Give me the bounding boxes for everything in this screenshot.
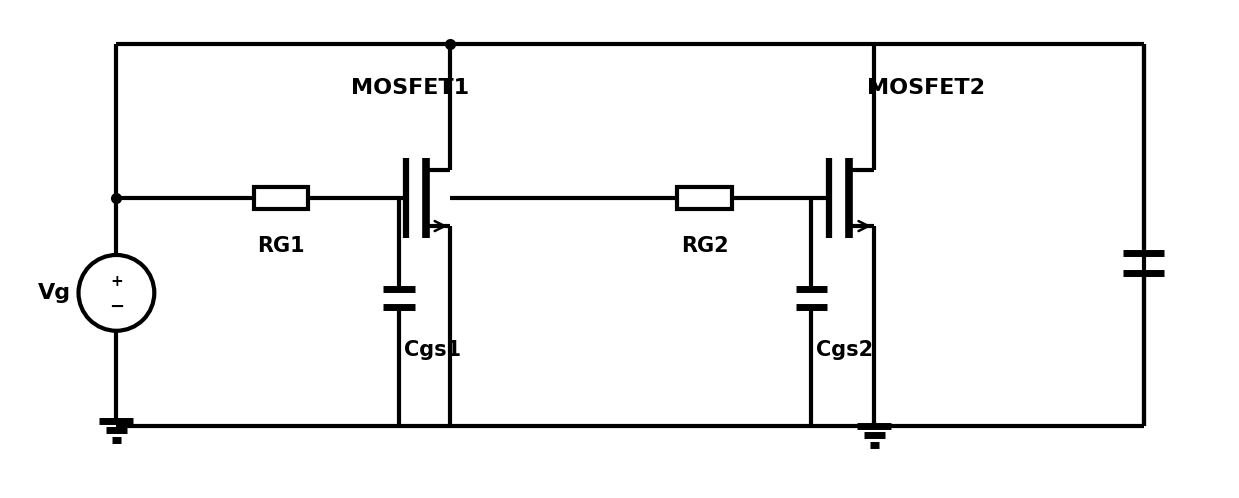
Bar bbox=[254, 187, 309, 209]
Text: Cgs2: Cgs2 bbox=[817, 340, 873, 360]
Text: Vg: Vg bbox=[38, 283, 71, 303]
Text: RG1: RG1 bbox=[258, 236, 305, 256]
Text: Cgs1: Cgs1 bbox=[404, 340, 461, 360]
Circle shape bbox=[78, 255, 155, 331]
Text: MOSFET1: MOSFET1 bbox=[351, 79, 468, 99]
Text: RG2: RG2 bbox=[681, 236, 729, 256]
Text: MOSFET2: MOSFET2 bbox=[867, 79, 985, 99]
Bar bbox=[678, 187, 732, 209]
Text: +: + bbox=[110, 274, 123, 289]
Text: −: − bbox=[109, 298, 124, 316]
